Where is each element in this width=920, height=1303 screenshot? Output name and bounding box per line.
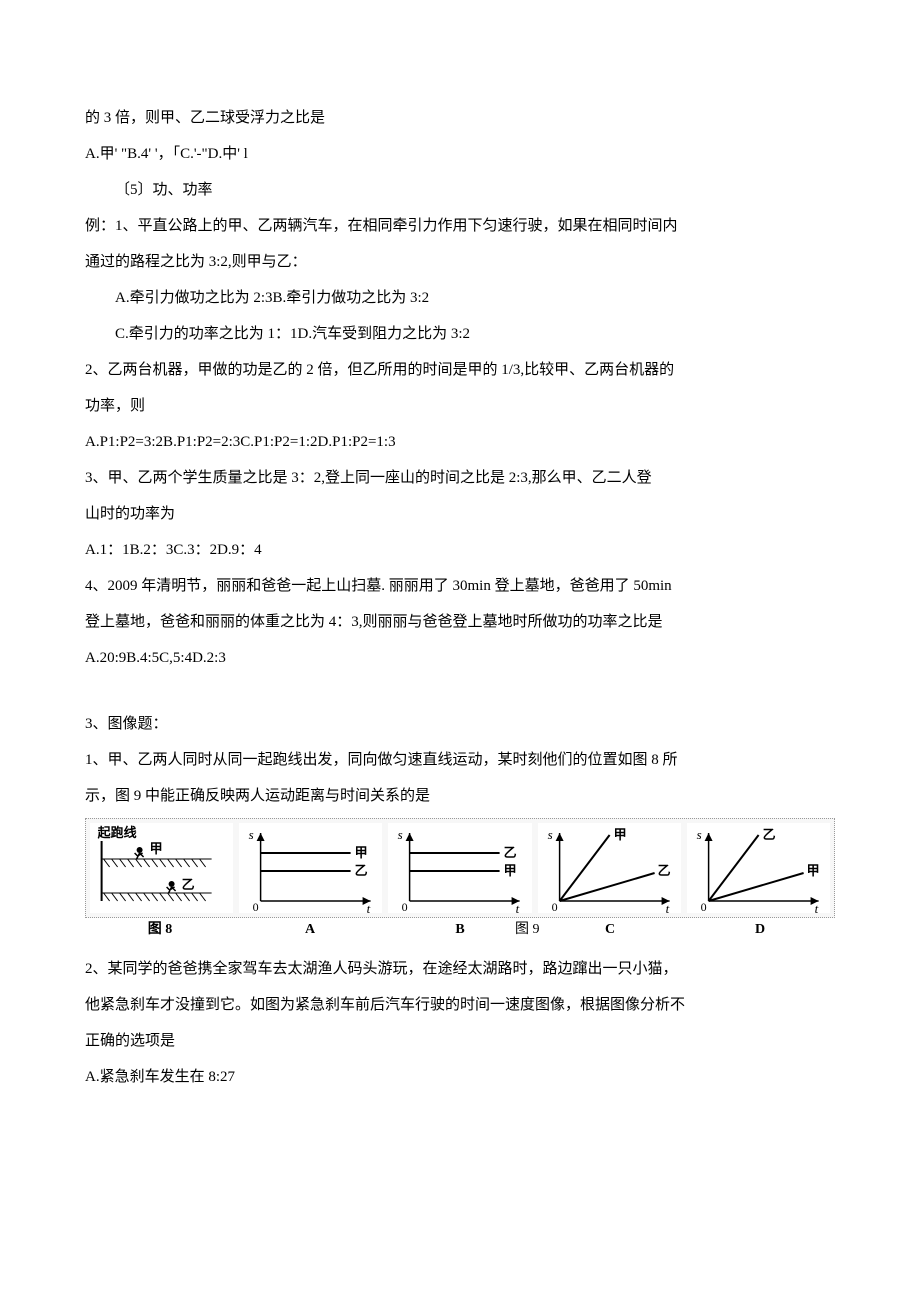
label-a: A bbox=[235, 922, 385, 939]
panel-chart-d: s t 0 乙 甲 bbox=[687, 823, 830, 913]
question-2-cont: 功率，则 bbox=[85, 388, 835, 424]
graph-q1-cont: 示，图 9 中能正确反映两人运动距离与时间关系的是 bbox=[85, 778, 835, 814]
svg-text:甲: 甲 bbox=[355, 845, 368, 860]
question-2: 2、乙两台机器，甲做的功是乙的 2 倍，但乙所用的时间是甲的 1/3,比较甲、乙… bbox=[85, 352, 835, 388]
question-3-cont: 山时的功率为 bbox=[85, 496, 835, 532]
graph-q2-cont: 他紧急刹车才没撞到它。如图为紧急刹车前后汽车行驶的时间一速度图像，根据图像分析不 bbox=[85, 987, 835, 1023]
question-4: 4、2009 年清明节，丽丽和爸爸一起上山扫墓. 丽丽用了 30min 登上墓地… bbox=[85, 568, 835, 604]
label-d: D bbox=[685, 922, 835, 939]
label-b: B 图 9 bbox=[385, 922, 535, 939]
svg-text:t: t bbox=[367, 901, 371, 913]
option-line: A.20:9B.4:5C,5:4D.2:3 bbox=[85, 640, 835, 676]
figure-8-9: 起跑线 甲 乙 bbox=[85, 818, 835, 918]
svg-text:乙: 乙 bbox=[657, 863, 670, 878]
panel-chart-c: s t 0 甲 乙 bbox=[538, 823, 681, 913]
question-3: 3、甲、乙两个学生质量之比是 3：2,登上同一座山的时间之比是 2:3,那么甲、… bbox=[85, 460, 835, 496]
option-line: C.牵引力的功率之比为 1：1D.汽车受到阻力之比为 3:2 bbox=[85, 316, 835, 352]
svg-text:t: t bbox=[516, 901, 520, 913]
svg-text:乙: 乙 bbox=[182, 877, 195, 892]
figure-labels: 图 8 A B 图 9 C D bbox=[85, 922, 835, 939]
svg-text:0: 0 bbox=[700, 900, 706, 913]
svg-text:甲: 甲 bbox=[504, 863, 517, 878]
svg-text:t: t bbox=[665, 901, 669, 913]
graph-q2: 2、某同学的爸爸携全家驾车去太湖渔人码头游玩，在途经太湖路时，路边蹿出一只小猫， bbox=[85, 951, 835, 987]
option-line: A.P1:P2=3:2B.P1:P2=2:3C.P1:P2=1:2D.P1:P2… bbox=[85, 424, 835, 460]
svg-text:乙: 乙 bbox=[355, 863, 368, 878]
option-line: A.牵引力做功之比为 2:3B.牵引力做功之比为 3:2 bbox=[85, 280, 835, 316]
svg-text:s: s bbox=[249, 827, 254, 842]
graph-q1: 1、甲、乙两人同时从同一起跑线出发，同向做匀速直线运动，某时刻他们的位置如图 8… bbox=[85, 742, 835, 778]
label-c: C bbox=[535, 922, 685, 939]
svg-text:甲: 甲 bbox=[150, 841, 163, 856]
svg-text:甲: 甲 bbox=[613, 827, 626, 842]
svg-text:乙: 乙 bbox=[504, 845, 517, 860]
svg-text:0: 0 bbox=[253, 900, 259, 913]
svg-text:s: s bbox=[547, 827, 552, 842]
svg-text:s: s bbox=[696, 827, 701, 842]
svg-text:0: 0 bbox=[551, 900, 557, 913]
svg-text:0: 0 bbox=[402, 900, 408, 913]
option-line: A.1：1B.2：3C.3：2D.9：4 bbox=[85, 532, 835, 568]
graph-q2-cont2: 正确的选项是 bbox=[85, 1023, 835, 1059]
svg-text:t: t bbox=[814, 901, 818, 913]
panel-chart-b: s t 0 乙 甲 bbox=[388, 823, 531, 913]
section-heading: 3、图像题： bbox=[85, 706, 835, 742]
question-1: 例：1、平直公路上的甲、乙两辆汽车，在相同牵引力作用下匀速行驶，如果在相同时间内 bbox=[85, 208, 835, 244]
answer-options: A.甲' "B.4' '，「C.'-"D.中' l bbox=[85, 136, 835, 172]
label-fig8: 图 8 bbox=[85, 922, 235, 939]
section-heading: 〔5〕功、功率 bbox=[85, 172, 835, 208]
text-line: 的 3 倍，则甲、乙二球受浮力之比是 bbox=[85, 100, 835, 136]
panel-chart-a: s t 0 甲 乙 bbox=[239, 823, 382, 913]
panel-runners: 起跑线 甲 乙 bbox=[90, 823, 233, 913]
svg-text:甲: 甲 bbox=[806, 863, 819, 878]
question-4-cont: 登上墓地，爸爸和丽丽的体重之比为 4：3,则丽丽与爸爸登上墓地时所做功的功率之比… bbox=[85, 604, 835, 640]
svg-text:乙: 乙 bbox=[762, 827, 775, 842]
option-a: A.紧急刹车发生在 8:27 bbox=[85, 1059, 835, 1095]
question-1-cont: 通过的路程之比为 3:2,则甲与乙： bbox=[85, 244, 835, 280]
start-line-label: 起跑线 bbox=[97, 825, 137, 840]
svg-text:s: s bbox=[398, 827, 403, 842]
